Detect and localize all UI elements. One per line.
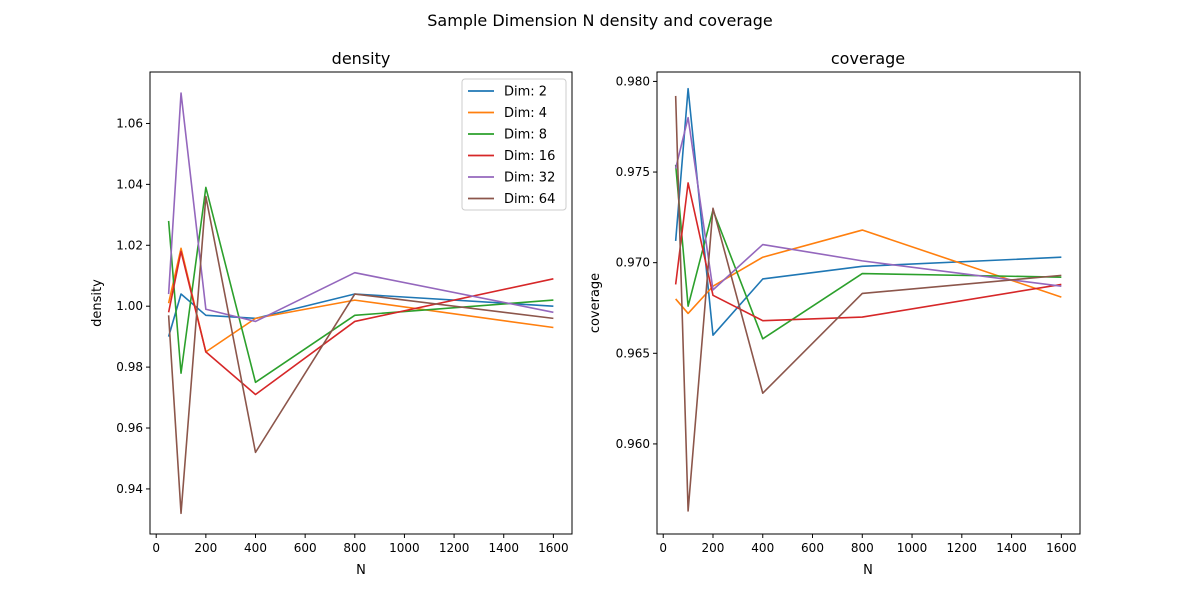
density-axes-frame <box>149 71 573 535</box>
legend-label-dim-64: Dim: 64 <box>504 192 555 207</box>
coverage-series-line-dim-8 <box>674 164 1062 340</box>
legend-label-dim-2: Dim: 2 <box>504 85 547 100</box>
coverage-plot-area <box>657 72 1080 534</box>
coverage-xtick-label: 0 <box>659 541 667 555</box>
coverage-ytick-label: 0.970 <box>616 256 650 270</box>
density-xtick-label: 200 <box>194 541 217 555</box>
density-series-line-dim-16 <box>167 250 554 396</box>
legend-label-dim-16: Dim: 16 <box>504 149 555 164</box>
density-series-line-dim-4 <box>167 247 554 353</box>
coverage-xtick-label: 600 <box>801 541 824 555</box>
density-xtick-label: 1200 <box>439 541 470 555</box>
density-series-line-dim-64 <box>167 195 554 515</box>
density-ylabel: density <box>90 279 105 327</box>
density-ytick-label: 0.94 <box>116 482 143 496</box>
density-xtick-label: 600 <box>294 541 317 555</box>
coverage-xtick-label: 1400 <box>996 541 1027 555</box>
density-xtick-label: 1600 <box>538 541 569 555</box>
density-ytick-label: 0.98 <box>116 360 143 374</box>
density-xlabel: N <box>356 563 366 578</box>
coverage-xtick-label: 1000 <box>897 541 928 555</box>
density-xtick-label: 1000 <box>389 541 420 555</box>
coverage-series-line-dim-32 <box>674 116 1062 291</box>
density-title: density <box>332 49 391 68</box>
density-series-line-dim-2 <box>167 293 554 337</box>
density-panel: 0 200 400 600 800 1000 1200 1400 1600 0.94 0.96 0.9… <box>90 49 573 578</box>
density-xtick-label: 1400 <box>488 541 519 555</box>
coverage-axes-frame <box>656 71 1081 535</box>
coverage-xlabel: N <box>863 563 873 578</box>
density-ytick-label: 1.04 <box>116 177 143 191</box>
coverage-series-line-dim-4 <box>675 229 1062 315</box>
density-series-line-dim-8 <box>167 186 554 384</box>
density-xtick-label: 400 <box>244 541 267 555</box>
legend-label-dim-4: Dim: 4 <box>504 106 547 121</box>
coverage-xtick-label: 1600 <box>1046 541 1077 555</box>
figure-suptitle: Sample Dimension N density and coverage <box>427 11 772 30</box>
density-ytick-label: 1.00 <box>116 299 143 313</box>
coverage-ylabel: coverage <box>588 273 603 333</box>
coverage-series-line-dim-64 <box>674 95 1062 512</box>
density-legend: Dim: 2 Dim: 4 Dim: 8 Dim: 16 Dim: 32 Dim: 64 <box>461 78 567 211</box>
coverage-series-line-dim-16 <box>674 182 1062 322</box>
coverage-xtick-label: 1200 <box>947 541 978 555</box>
density-ytick-label: 1.06 <box>116 116 143 130</box>
coverage-xtick-label: 200 <box>702 541 725 555</box>
density-series-line-dim-32 <box>167 92 554 323</box>
density-xtick-label: 800 <box>343 541 366 555</box>
legend-label-dim-8: Dim: 8 <box>504 128 547 143</box>
coverage-ytick-label: 0.965 <box>616 346 650 360</box>
coverage-title: coverage <box>831 49 905 68</box>
coverage-xtick-label: 800 <box>851 541 874 555</box>
density-ytick-label: 0.96 <box>116 421 143 435</box>
coverage-xtick-label: 400 <box>751 541 774 555</box>
coverage-ytick-label: 0.980 <box>616 74 650 88</box>
coverage-ytick-label: 0.960 <box>616 437 650 451</box>
coverage-panel: 0 200 400 600 800 1000 1200 1400 1600 0.960 0.965 0… <box>588 49 1081 578</box>
coverage-ytick-label: 0.975 <box>616 165 650 179</box>
legend-label-dim-32: Dim: 32 <box>504 171 555 186</box>
density-xtick-label: 0 <box>152 541 160 555</box>
density-ytick-label: 1.02 <box>116 238 143 252</box>
